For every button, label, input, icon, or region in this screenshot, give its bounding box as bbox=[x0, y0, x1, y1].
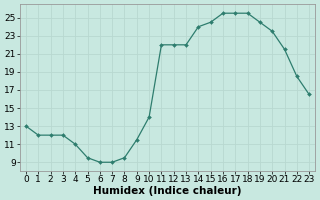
X-axis label: Humidex (Indice chaleur): Humidex (Indice chaleur) bbox=[93, 186, 242, 196]
